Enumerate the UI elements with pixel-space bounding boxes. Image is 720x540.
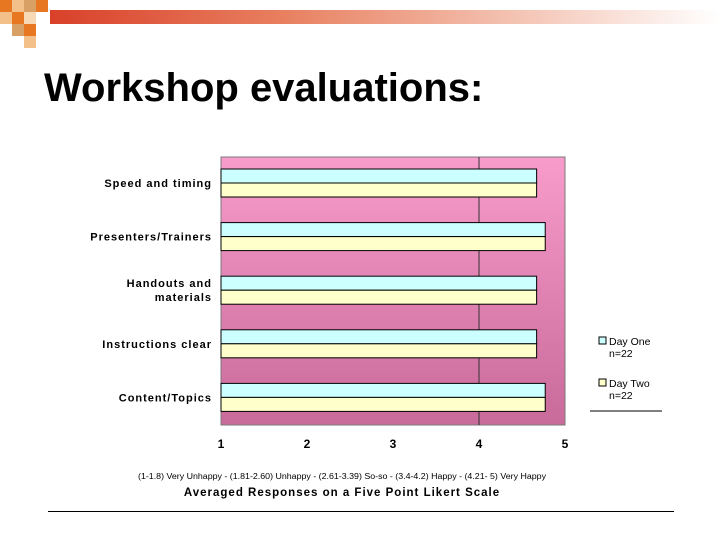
x-tick-label: 5 bbox=[562, 437, 569, 451]
bar-day-two bbox=[220, 396, 546, 412]
bar-day-two bbox=[220, 289, 538, 305]
bar-day-one bbox=[220, 329, 538, 345]
category-label: Instructions clear bbox=[102, 339, 212, 351]
x-tick-label: 3 bbox=[390, 437, 397, 451]
corner-block-4 bbox=[36, 0, 48, 12]
bar-day-one bbox=[220, 168, 538, 184]
legend-label: Day One bbox=[609, 336, 651, 348]
corner-block-3 bbox=[24, 0, 36, 12]
bar-day-one bbox=[220, 275, 538, 291]
legend-label: n=22 bbox=[609, 348, 633, 360]
category-label: Handouts and bbox=[127, 278, 212, 290]
header-gradient-band bbox=[50, 10, 720, 24]
bar-day-two bbox=[220, 182, 538, 198]
bar-day-two bbox=[220, 236, 546, 252]
x-tick-label: 2 bbox=[304, 437, 311, 451]
legend-label: Day Two bbox=[609, 378, 650, 390]
category-label: materials bbox=[155, 292, 212, 304]
corner-block-9 bbox=[24, 24, 36, 36]
corner-block-10 bbox=[24, 36, 36, 48]
category-label: Speed and timing bbox=[104, 178, 212, 190]
corner-block-2 bbox=[12, 0, 24, 12]
category-label: Content/Topics bbox=[119, 392, 212, 404]
legend-label: n=22 bbox=[609, 390, 633, 402]
x-axis-label: Averaged Responses on a Five Point Liker… bbox=[184, 487, 500, 499]
category-label: Presenters/Trainers bbox=[90, 232, 212, 244]
corner-block-6 bbox=[12, 12, 24, 24]
bottom-rule bbox=[48, 511, 674, 512]
corner-block-7 bbox=[24, 12, 36, 24]
bar-day-one bbox=[220, 222, 546, 238]
bar-day-two bbox=[220, 343, 538, 359]
corner-block-8 bbox=[12, 24, 24, 36]
likert-scale-note: (1-1.8) Very Unhappy - (1.81-2.60) Unhap… bbox=[138, 472, 546, 481]
x-tick-label: 4 bbox=[476, 437, 483, 451]
slide-title: Workshop evaluations: bbox=[44, 66, 484, 110]
legend-swatch-day-two bbox=[598, 378, 607, 387]
corner-block-5 bbox=[0, 12, 12, 24]
bar-day-one bbox=[220, 382, 546, 398]
corner-block-1 bbox=[0, 0, 12, 12]
legend-swatch-day-one bbox=[598, 336, 607, 345]
x-tick-label: 1 bbox=[218, 437, 225, 451]
